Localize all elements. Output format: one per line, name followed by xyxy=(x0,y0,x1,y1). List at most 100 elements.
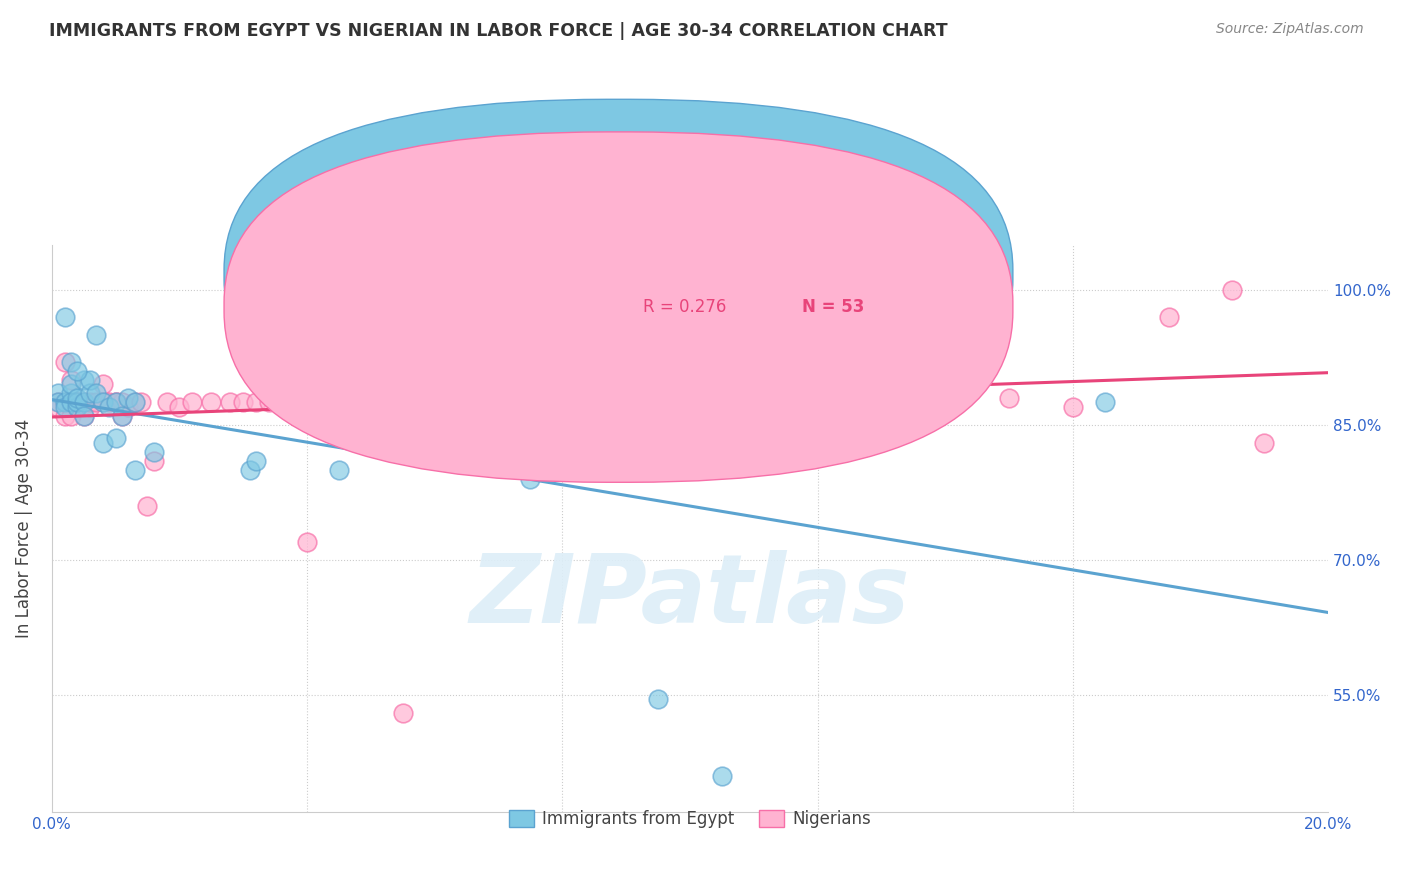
Point xyxy=(73,395,96,409)
Text: ZIPatlas: ZIPatlas xyxy=(470,550,910,643)
Point xyxy=(870,305,893,319)
Point xyxy=(129,395,152,409)
Point xyxy=(1157,310,1180,324)
Point xyxy=(59,386,82,401)
Point xyxy=(519,391,541,405)
Point xyxy=(328,463,350,477)
Point xyxy=(46,395,69,409)
Point xyxy=(1094,395,1116,409)
Point xyxy=(98,400,121,414)
Point xyxy=(870,368,893,383)
Point xyxy=(46,386,69,401)
Point xyxy=(59,409,82,423)
Point xyxy=(1222,283,1244,297)
Point xyxy=(104,395,127,409)
Point xyxy=(53,409,76,423)
Point xyxy=(86,386,108,401)
Point xyxy=(283,395,305,409)
Point xyxy=(73,373,96,387)
Point xyxy=(181,395,204,409)
Point xyxy=(142,445,165,459)
Point xyxy=(117,391,139,405)
Point xyxy=(583,395,606,409)
Point xyxy=(1062,400,1084,414)
Point xyxy=(53,310,76,324)
Point xyxy=(1253,436,1275,450)
Point xyxy=(219,395,242,409)
Text: R = -0.117: R = -0.117 xyxy=(643,266,733,284)
FancyBboxPatch shape xyxy=(582,253,939,325)
Point xyxy=(59,355,82,369)
Point xyxy=(66,395,89,409)
Text: R = 0.276: R = 0.276 xyxy=(643,298,725,316)
Legend: Immigrants from Egypt, Nigerians: Immigrants from Egypt, Nigerians xyxy=(502,803,877,835)
Point xyxy=(53,355,76,369)
Point xyxy=(59,377,82,392)
FancyBboxPatch shape xyxy=(224,99,1012,450)
Point xyxy=(328,395,350,409)
Point xyxy=(53,395,76,409)
Point xyxy=(124,395,146,409)
Point xyxy=(111,409,134,423)
Point xyxy=(86,395,108,409)
Point xyxy=(46,400,69,414)
Point xyxy=(66,400,89,414)
Point xyxy=(79,400,101,414)
Point xyxy=(91,395,114,409)
Y-axis label: In Labor Force | Age 30-34: In Labor Force | Age 30-34 xyxy=(15,418,32,638)
Point xyxy=(91,377,114,392)
Point xyxy=(245,454,267,468)
Point xyxy=(79,373,101,387)
Point xyxy=(136,499,159,513)
Point xyxy=(111,395,134,409)
Point xyxy=(391,706,413,720)
Point xyxy=(423,395,446,409)
Point xyxy=(257,395,280,409)
Point xyxy=(104,431,127,445)
Point xyxy=(245,395,267,409)
Point xyxy=(66,400,89,414)
Point xyxy=(59,373,82,387)
Point xyxy=(519,472,541,486)
Point xyxy=(53,395,76,409)
Point xyxy=(742,395,765,409)
Text: N = 38: N = 38 xyxy=(803,266,865,284)
Point xyxy=(104,395,127,409)
Text: Source: ZipAtlas.com: Source: ZipAtlas.com xyxy=(1216,22,1364,37)
Point xyxy=(46,395,69,409)
Point xyxy=(998,391,1021,405)
Point xyxy=(66,395,89,409)
Text: N = 53: N = 53 xyxy=(803,298,865,316)
Point xyxy=(117,400,139,414)
Point xyxy=(111,409,134,423)
Point xyxy=(124,395,146,409)
Point xyxy=(91,395,114,409)
Point xyxy=(239,463,262,477)
Point xyxy=(456,373,478,387)
Point xyxy=(73,409,96,423)
Point xyxy=(360,395,382,409)
Point xyxy=(79,395,101,409)
Point xyxy=(98,395,121,409)
Point xyxy=(53,400,76,414)
Text: IMMIGRANTS FROM EGYPT VS NIGERIAN IN LABOR FORCE | AGE 30-34 CORRELATION CHART: IMMIGRANTS FROM EGYPT VS NIGERIAN IN LAB… xyxy=(49,22,948,40)
Point xyxy=(66,391,89,405)
Point xyxy=(79,386,101,401)
Point xyxy=(169,400,191,414)
Point xyxy=(156,395,179,409)
Point xyxy=(142,454,165,468)
Point xyxy=(710,769,733,783)
Point xyxy=(647,692,669,706)
Point xyxy=(59,400,82,414)
Point xyxy=(232,395,254,409)
Point xyxy=(66,364,89,378)
Point xyxy=(59,395,82,409)
FancyBboxPatch shape xyxy=(224,132,1012,483)
Point xyxy=(124,463,146,477)
Point xyxy=(73,409,96,423)
Point xyxy=(91,436,114,450)
Point xyxy=(66,395,89,409)
Point xyxy=(295,534,318,549)
Point xyxy=(200,395,222,409)
Point xyxy=(679,364,702,378)
